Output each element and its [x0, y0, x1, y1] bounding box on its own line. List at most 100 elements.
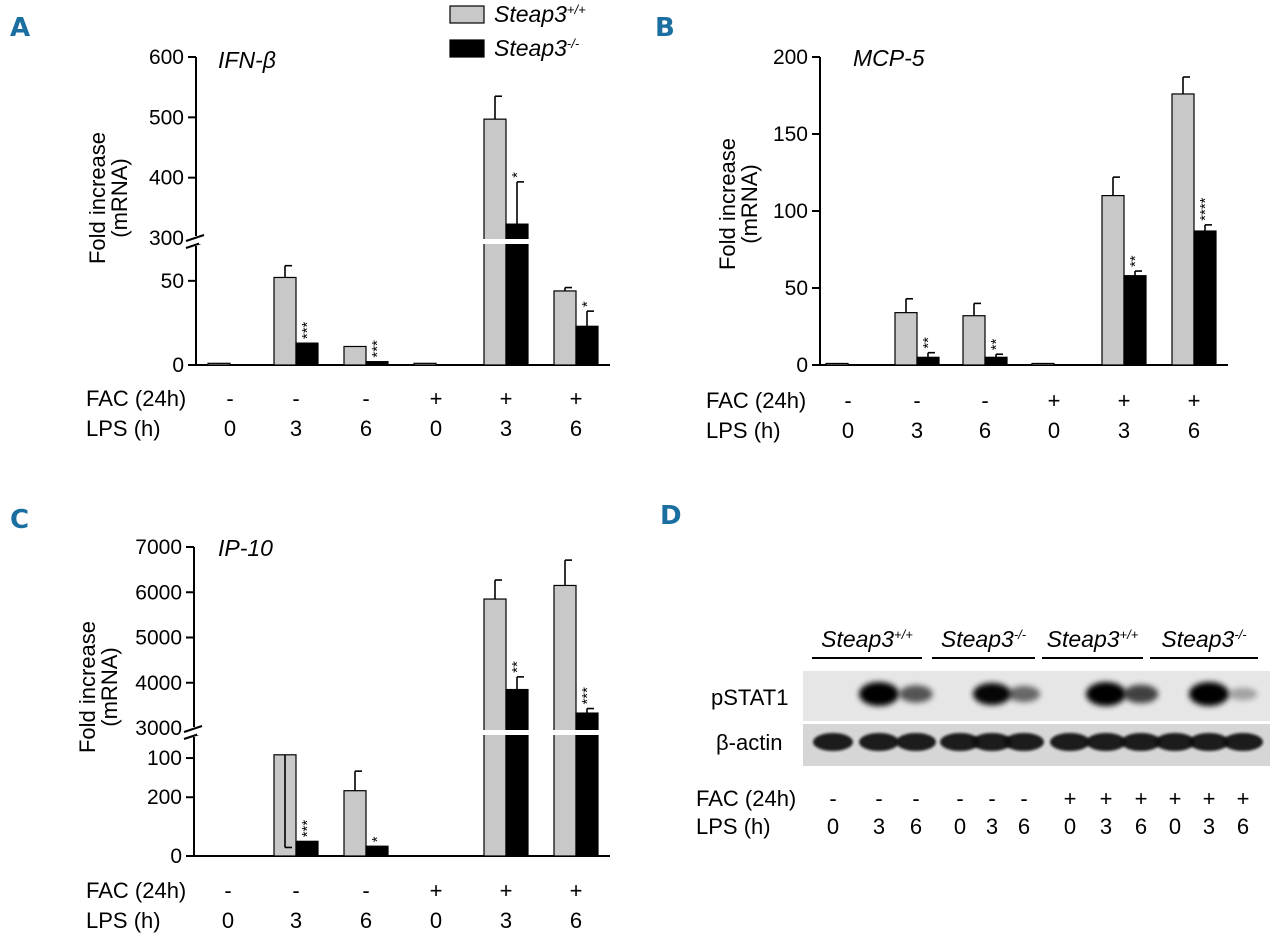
panel-label-b: B — [655, 13, 675, 43]
bar-wt — [553, 290, 577, 366]
blot-lps-value: 6 — [1018, 814, 1030, 839]
blot-group-label: Steap3+/+ — [1047, 626, 1139, 652]
fac-value: - — [224, 878, 231, 903]
blot-fac-value: - — [829, 786, 836, 811]
significance-stars: *** — [299, 820, 316, 838]
legend: Steap3+/+ Steap3-/- — [449, 1, 586, 61]
y-tick-label: 50 — [161, 270, 184, 293]
y-tick-label: 300 — [149, 227, 184, 250]
y-axis-label: Fold increase(mRNA) — [715, 138, 762, 270]
bar-wt — [483, 598, 507, 857]
lps-value: 6 — [360, 908, 372, 933]
panel-label-d: D — [660, 501, 682, 531]
bar-wt — [553, 584, 577, 857]
bar-wt — [207, 362, 231, 366]
y-tick-label: 3000 — [135, 717, 182, 740]
significance-stars: *** — [579, 687, 596, 705]
bar-ko — [295, 342, 319, 366]
blot-fac-value: - — [956, 786, 963, 811]
legend-swatch-ko — [449, 39, 485, 58]
legend-label-wt: Steap3+/+ — [494, 1, 586, 27]
fac-label: FAC (24h) — [706, 388, 806, 413]
lps-value: 6 — [570, 908, 582, 933]
significance-stars: ** — [988, 338, 1005, 350]
actin-band — [972, 733, 1012, 751]
y-tick-label: 150 — [773, 123, 808, 146]
lps-value: 0 — [430, 908, 442, 933]
axis-break-band — [199, 239, 609, 244]
pstat1-band — [1086, 682, 1126, 706]
actin-band — [1155, 733, 1195, 751]
blot-lps-value: 3 — [873, 814, 885, 839]
y-tick-label: 6000 — [135, 581, 182, 604]
lps-value: 0 — [842, 418, 854, 443]
fac-value: + — [1118, 388, 1131, 413]
bar-ko — [575, 325, 599, 366]
fac-value: + — [1188, 388, 1201, 413]
blot-fac-value: + — [1237, 786, 1250, 811]
blot-lps-value: 3 — [1203, 814, 1215, 839]
legend-swatch-wt — [449, 5, 485, 24]
blot-group-labels: Steap3+/+ Steap3-/- Steap3+/+ Steap3-/- — [812, 626, 1258, 659]
bar-ko — [984, 356, 1008, 366]
axis-break-gap — [184, 727, 204, 737]
fac-value: + — [1048, 388, 1061, 413]
blot-lps-value: 0 — [1064, 814, 1076, 839]
fac-value: + — [570, 386, 583, 411]
blot-row-actin: β-actin — [716, 730, 782, 755]
fac-value: - — [913, 388, 920, 413]
y-axis-label: Fold increase(mRNA) — [85, 132, 132, 264]
y-tick-label: 0 — [172, 354, 184, 377]
western-blot: Steap3+/+ Steap3-/- Steap3+/+ Steap3-/- pST… — [696, 626, 1270, 839]
blot-fac-value: + — [1064, 786, 1077, 811]
y-tick-label: 50 — [785, 277, 808, 300]
significance-stars: *** — [299, 321, 316, 339]
legend-label-ko: Steap3-/- — [494, 35, 580, 61]
actin-band — [1050, 733, 1090, 751]
bar-wt — [343, 345, 367, 366]
actin-band — [940, 733, 980, 751]
blot-fac-value: - — [875, 786, 882, 811]
lps-value: 6 — [979, 418, 991, 443]
significance-stars: ** — [1127, 255, 1144, 267]
chart-title: IP-10 — [218, 535, 273, 561]
lps-value: 0 — [1048, 418, 1060, 443]
bar-ko — [505, 223, 529, 366]
fac-value: + — [430, 878, 443, 903]
lps-value: 0 — [224, 416, 236, 441]
bar-ko — [365, 361, 389, 366]
blot-fac-value: - — [912, 786, 919, 811]
panel-label-c: C — [10, 505, 29, 535]
pstat1-band — [1228, 687, 1258, 701]
y-tick-label: 400 — [149, 167, 184, 190]
fac-value: - — [981, 388, 988, 413]
blot-lps-label: LPS (h) — [696, 814, 771, 839]
axis-break-mark — [185, 234, 205, 242]
fac-value: + — [500, 386, 513, 411]
blot-fac-value: + — [1135, 786, 1148, 811]
y-tick-label: 200 — [773, 46, 808, 69]
blot-fac-value: + — [1203, 786, 1216, 811]
blot-fac-value: - — [988, 786, 995, 811]
actin-band — [1004, 733, 1044, 751]
significance-stars: ** — [920, 337, 937, 349]
y-tick-label: 600 — [149, 46, 184, 69]
actin-band — [1189, 733, 1229, 751]
actin-band — [896, 733, 936, 751]
significance-stars: *** — [369, 340, 386, 358]
lps-value: 0 — [430, 416, 442, 441]
fac-value: + — [570, 878, 583, 903]
pstat1-band — [1007, 685, 1041, 703]
fac-value: - — [292, 386, 299, 411]
bar-wt — [273, 276, 297, 366]
fac-value: - — [292, 878, 299, 903]
actin-band — [859, 733, 899, 751]
lps-label: LPS (h) — [86, 908, 161, 933]
significance-stars: ** — [509, 661, 526, 673]
bar-wt — [1101, 195, 1125, 366]
chart-title: MCP-5 — [853, 45, 925, 71]
pstat1-band — [859, 682, 899, 706]
